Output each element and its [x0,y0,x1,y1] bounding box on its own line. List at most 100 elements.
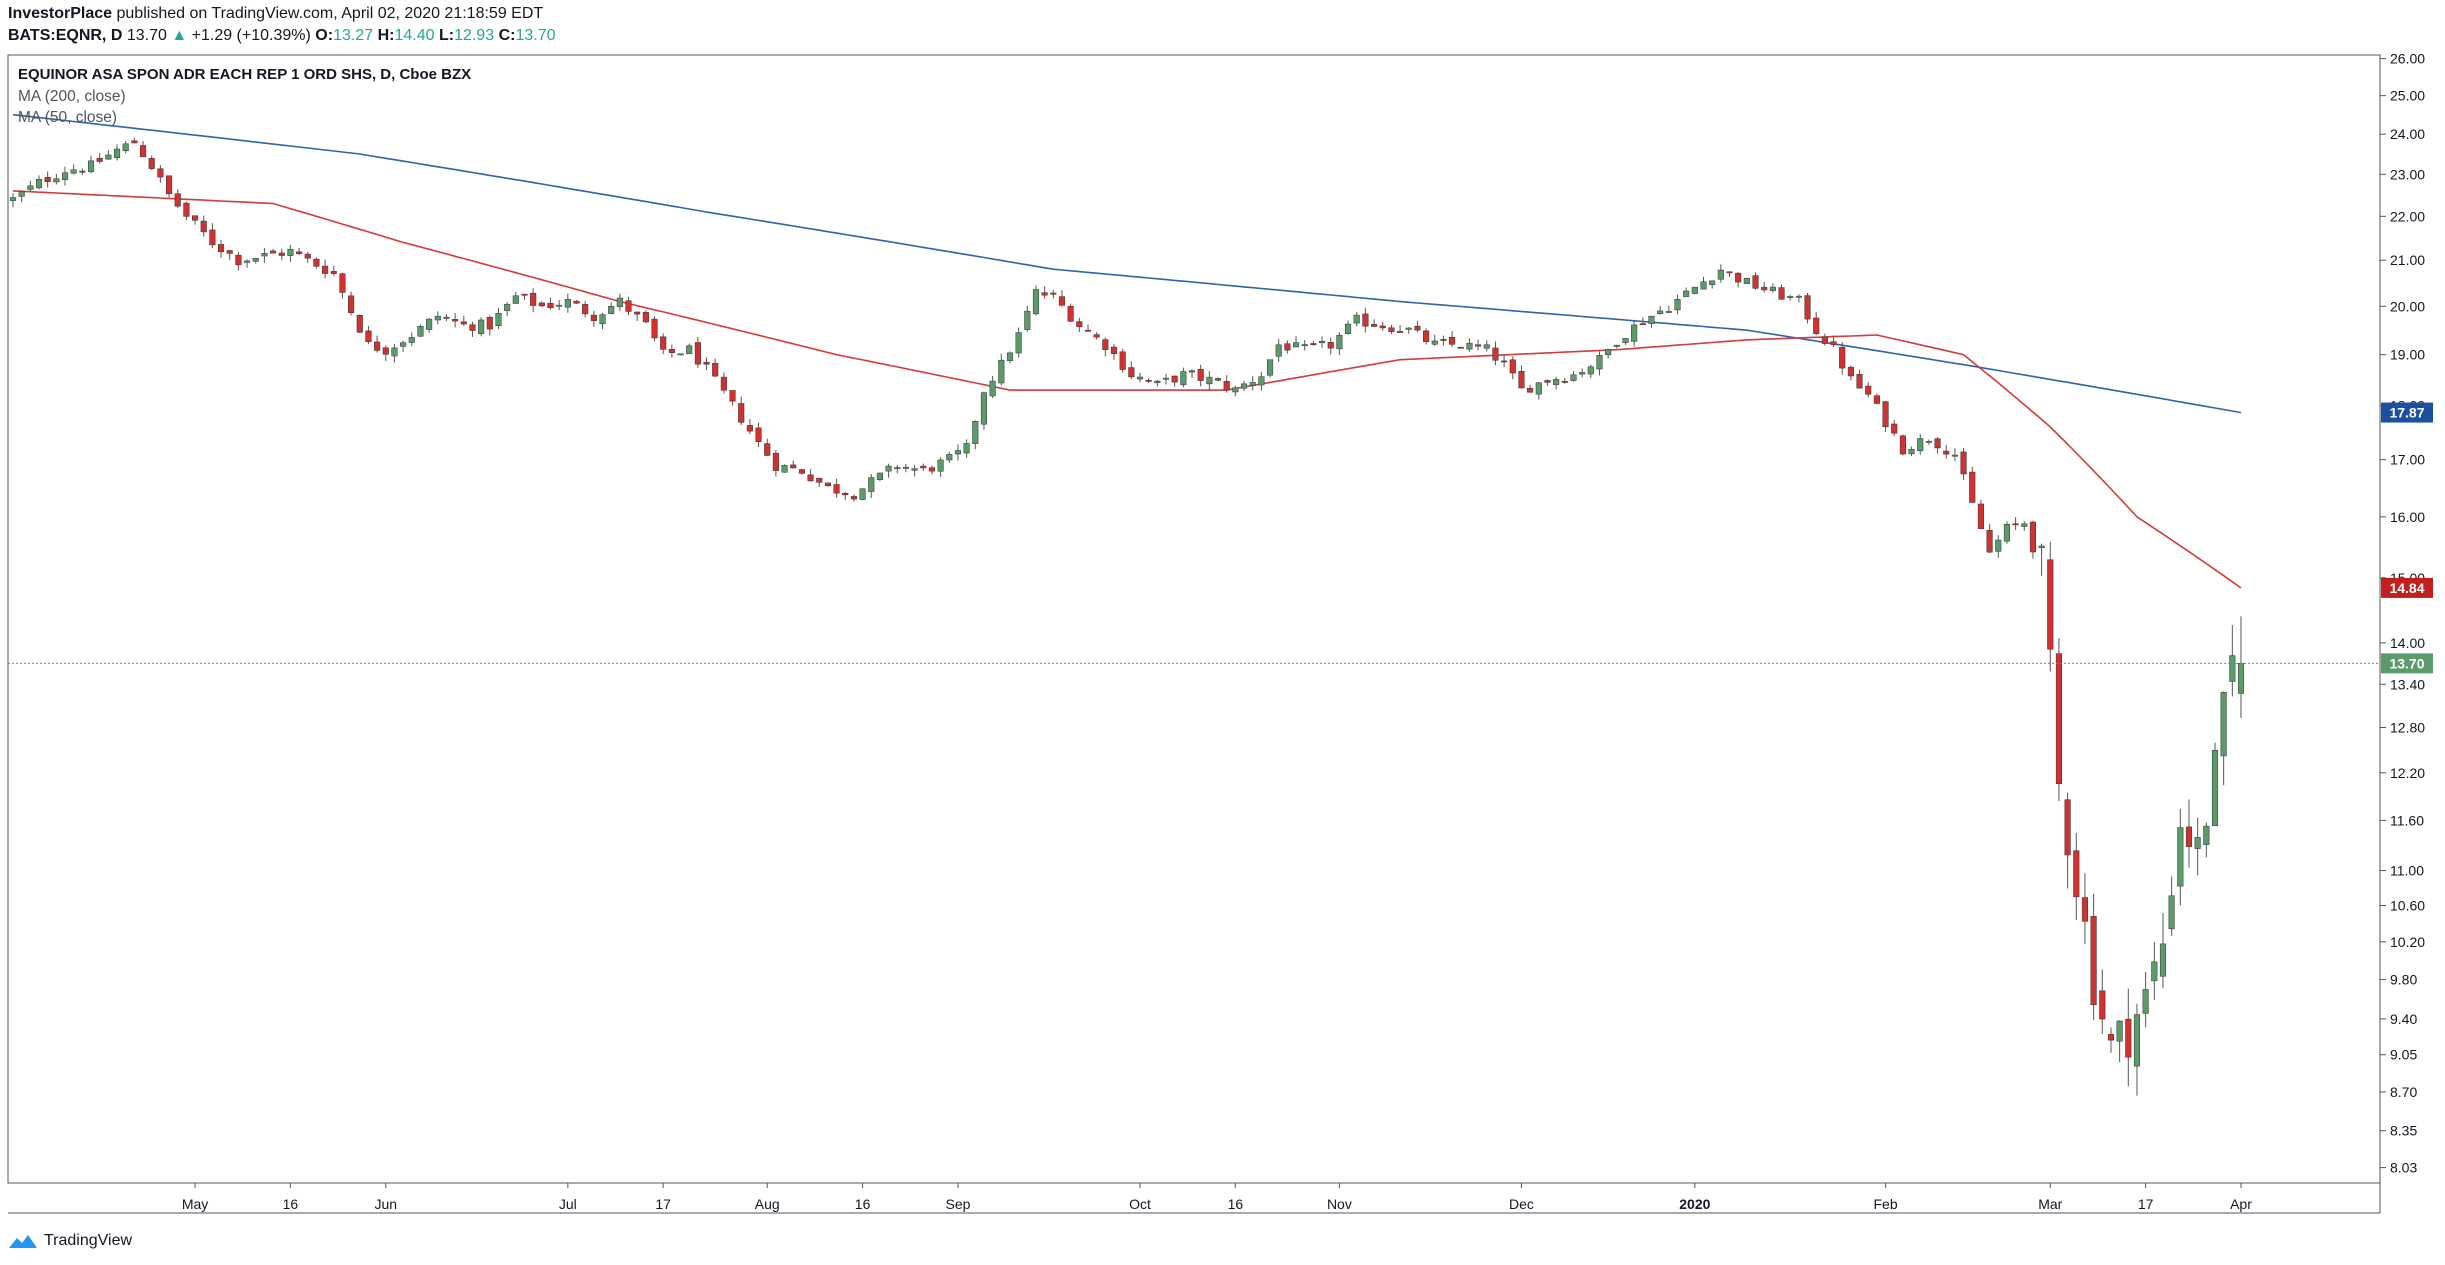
candle-down [1457,346,1464,349]
candle-up [1136,376,1144,380]
close-value: 13.70 [515,27,556,44]
candle-up [1605,349,1612,356]
time-tick-label: Oct [1129,1196,1151,1212]
ma200-price-badge-label: 17.87 [2389,405,2424,421]
candle-up [1917,438,1924,452]
candle-up [1908,449,1915,455]
candle-down [573,300,580,304]
candle-down [2064,799,2071,856]
candle-up [417,326,424,337]
candle-down [1804,295,1811,320]
candle-down [1891,423,1898,434]
candle-down [2090,916,2097,1006]
ma50-price-badge [2381,577,2433,598]
candle-down [322,265,329,274]
candle-down [174,193,181,207]
footer-brand[interactable]: TradingView [44,1232,133,1249]
candle-down [1639,323,1646,326]
candle-down [1977,503,1984,529]
candle-up [1466,342,1473,350]
price-tick-label: 26.00 [2390,51,2425,67]
candle-down [1986,529,1993,553]
candle-up [9,197,17,201]
candle-down [1492,347,1499,361]
low-label: L: [438,27,455,44]
candle-down [1388,327,1395,332]
candle-up [70,169,77,174]
candle-down [278,252,285,256]
price-tick-label: 17.00 [2390,452,2425,468]
time-tick-label: Feb [1873,1196,1897,1212]
high-value: 14.40 [394,27,435,44]
candle-up [18,191,25,197]
candle-down [96,158,103,162]
price-tick-label: 23.00 [2390,166,2425,182]
price-badges: 17.87 14.84 13.70 [2381,402,2433,674]
candle-up [1657,310,1664,315]
candle-up [894,467,901,470]
candle-down [469,324,476,331]
candle-up [1674,298,1681,311]
last-price-badge-label: 13.70 [2389,655,2424,671]
chart-title: EQUINOR ASA SPON ADR EACH REP 1 ORD SHS,… [18,66,472,83]
candle-up [2003,524,2010,542]
price-tick-label: 10.20 [2390,934,2425,950]
candle-up [1353,314,1360,324]
candle-up [876,472,883,480]
candle-up [391,347,398,357]
candle-down [1943,450,1950,455]
candle-up [426,318,433,330]
candle-down [2012,523,2019,526]
legend-ma200[interactable]: MA (200, close) [18,88,126,105]
publisher-name[interactable]: InvestorPlace [8,5,113,22]
candle-down [1067,305,1074,322]
candle-up [1596,355,1603,370]
publisher-line: InvestorPlace published on TradingView.c… [8,5,543,23]
candle-down [2029,521,2036,553]
candle-up [1553,379,1560,385]
candle-down [139,145,147,158]
candle-down [1839,346,1846,369]
candle-down [382,347,389,355]
candle-up [2151,961,2158,982]
candle-down [1058,296,1066,306]
candle-up [1249,382,1256,386]
candle-up [608,306,615,314]
legend-ma50[interactable]: MA (50, close) [18,109,118,126]
candle-down [1362,313,1369,327]
low-value: 12.93 [454,27,495,44]
candle-down [348,295,355,314]
candle-down [816,477,823,483]
candle-down [1778,287,1785,300]
candle-down [1171,375,1178,383]
candle-down [1873,395,1880,404]
candle-down [634,311,641,315]
candle-down [738,403,745,423]
candle-up [1700,281,1707,290]
open-label: O: [315,27,334,44]
candle-down [660,336,667,350]
time-tick-label: 16 [855,1196,871,1212]
candle-down [2125,1018,2132,1058]
candle-up [1206,376,1213,385]
candle-down [79,170,86,173]
candle-up [1180,371,1187,385]
candle-up [2038,545,2045,548]
candle-up [1293,342,1300,348]
candle-down [746,425,753,432]
candle-down [720,376,727,391]
published-text: published on TradingView.com, April 02, … [112,5,544,22]
candle-down [1128,367,1135,378]
candle-down [235,254,242,266]
candle-down [1050,292,1057,295]
candle-down [1084,329,1092,332]
candle-up [1769,286,1776,291]
candle-down [1214,378,1222,381]
symbol: BATS:EQNR, D [8,27,123,44]
candle-down [1561,381,1568,383]
ma200-line [12,113,2242,414]
candle-down [1934,438,1941,449]
candle-up [434,315,441,321]
price-tick-label: 19.00 [2390,347,2425,363]
